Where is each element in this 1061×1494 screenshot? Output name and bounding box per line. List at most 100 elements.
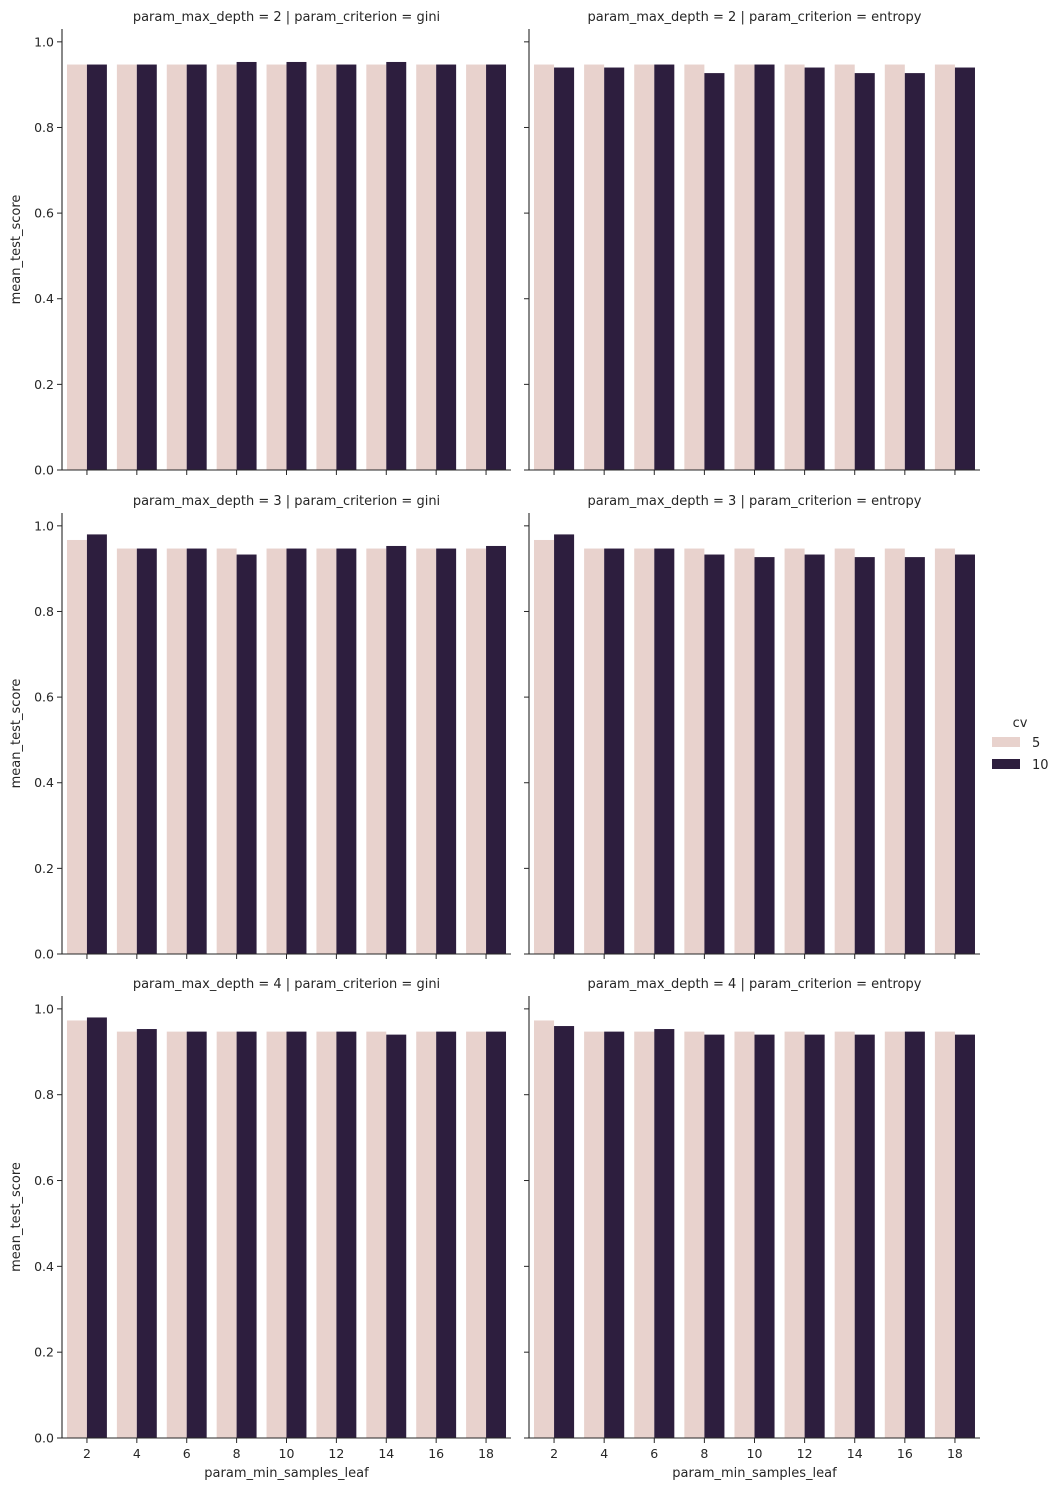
bar-facet6-cv5-4: [584, 1031, 605, 1438]
bar-facet5-cv5-12: [316, 1031, 337, 1438]
y-tick-label: 1.0: [34, 518, 54, 533]
x-tick-label: 6: [650, 1446, 658, 1461]
bar-facet2-cv10-10: [754, 64, 775, 470]
bar-facet5-cv5-8: [216, 1031, 237, 1438]
bar-facet2-cv5-18: [934, 64, 955, 470]
bar-facet1-cv5-2: [66, 64, 87, 470]
legend-swatch-cv5: [992, 737, 1020, 747]
bar-facet1-cv10-16: [436, 64, 457, 470]
bar-facet6-cv10-6: [654, 1029, 675, 1438]
bar-facet4-cv5-16: [884, 548, 905, 954]
bar-facet1-cv10-10: [286, 61, 307, 470]
bar-facet2-cv5-2: [534, 64, 555, 470]
bar-facet1-cv5-12: [316, 64, 337, 470]
bar-facet6-cv10-2: [554, 1026, 575, 1438]
y-tick-label: 0.0: [34, 947, 54, 962]
legend-swatch-cv10: [992, 759, 1020, 769]
y-tick-label: 0.4: [34, 291, 54, 306]
bar-facet5-cv10-14: [386, 1034, 407, 1438]
y-tick-label: 0.8: [34, 604, 54, 619]
y-tick-label: 1.0: [34, 1001, 54, 1016]
bar-facet1-cv5-4: [116, 64, 137, 470]
bar-facet4-cv5-14: [834, 548, 855, 954]
bar-facet1-cv5-16: [416, 64, 437, 470]
y-tick-label: 0.0: [34, 463, 54, 478]
bar-facet2-cv5-4: [584, 64, 605, 470]
bar-facet1-cv5-6: [166, 64, 187, 470]
bar-facet3-cv5-10: [266, 548, 287, 954]
bar-facet4-cv10-8: [704, 554, 725, 954]
bar-facet3-cv10-14: [386, 545, 407, 954]
bar-facet6-cv10-12: [804, 1034, 825, 1438]
x-axis-label: param_min_samples_leaf: [672, 1466, 837, 1481]
bar-facet1-cv10-14: [386, 61, 407, 470]
bar-facet6-cv10-10: [754, 1034, 775, 1438]
bar-facet1-cv10-2: [86, 64, 107, 470]
bar-facet5-cv10-2: [86, 1017, 107, 1438]
y-tick-label: 0.6: [34, 1173, 54, 1188]
bar-facet2-cv10-16: [904, 73, 925, 470]
facet-title-3: param_max_depth = 3 | param_criterion = …: [133, 494, 440, 509]
bar-facet4-cv10-14: [854, 557, 875, 954]
bar-facet2-cv10-12: [804, 67, 825, 470]
bar-facet2-cv5-8: [684, 64, 705, 470]
bar-facet2-cv5-16: [884, 64, 905, 470]
bar-facet2-cv5-14: [834, 64, 855, 470]
bar-facet1-cv10-18: [486, 64, 507, 470]
bar-facet4-cv5-12: [784, 548, 805, 954]
bar-facet1-cv10-6: [186, 64, 207, 470]
bar-facet1-cv10-12: [336, 64, 357, 470]
x-tick-label: 2: [550, 1446, 558, 1461]
facet-title-4: param_max_depth = 3 | param_criterion = …: [588, 494, 922, 509]
bar-facet4-cv10-10: [754, 557, 775, 954]
bar-facet3-cv5-14: [366, 548, 387, 954]
bar-facet5-cv5-4: [116, 1031, 137, 1438]
bar-facet3-cv5-8: [216, 548, 237, 954]
legend-label-cv10: 10: [1032, 758, 1049, 773]
bar-facet1-cv10-4: [136, 64, 157, 470]
bar-facet4-cv10-16: [904, 557, 925, 954]
y-tick-label: 0.6: [34, 690, 54, 705]
bar-facet5-cv10-12: [336, 1031, 357, 1438]
bar-facet3-cv10-18: [486, 545, 507, 954]
bar-facet6-cv5-8: [684, 1031, 705, 1438]
bar-facet6-cv10-16: [904, 1031, 925, 1438]
bar-facet3-cv10-10: [286, 548, 307, 954]
bar-facet4-cv10-12: [804, 554, 825, 954]
x-tick-label: 14: [378, 1446, 394, 1461]
bar-facet4-cv5-18: [934, 548, 955, 954]
bar-facet2-cv10-14: [854, 73, 875, 470]
bar-facet3-cv5-2: [66, 539, 87, 954]
bar-facet3-cv5-18: [466, 548, 487, 954]
bar-facet5-cv10-8: [236, 1031, 257, 1438]
facet-title-1: param_max_depth = 2 | param_criterion = …: [133, 10, 440, 25]
bar-facet5-cv5-10: [266, 1031, 287, 1438]
bar-facet4-cv10-6: [654, 548, 675, 954]
bar-facet4-cv5-4: [584, 548, 605, 954]
bar-facet2-cv10-2: [554, 67, 575, 470]
bar-facet1-cv5-8: [216, 64, 237, 470]
bar-facet6-cv5-18: [934, 1031, 955, 1438]
x-tick-label: 12: [797, 1446, 813, 1461]
bar-facet1-cv10-8: [236, 61, 257, 470]
x-tick-label: 2: [83, 1446, 91, 1461]
bar-facet2-cv10-6: [654, 64, 675, 470]
x-tick-label: 10: [747, 1446, 763, 1461]
y-tick-label: 1.0: [34, 34, 54, 49]
x-tick-label: 16: [897, 1446, 913, 1461]
bar-facet3-cv10-12: [336, 548, 357, 954]
bar-facet5-cv10-10: [286, 1031, 307, 1438]
bar-facet2-cv5-6: [634, 64, 655, 470]
bar-facet5-cv10-4: [136, 1029, 157, 1438]
y-axis-label: mean_test_score: [9, 195, 24, 305]
bar-facet3-cv10-2: [86, 534, 107, 954]
x-tick-label: 18: [947, 1446, 963, 1461]
x-tick-label: 6: [183, 1446, 191, 1461]
bar-facet3-cv5-12: [316, 548, 337, 954]
bar-facet6-cv5-10: [734, 1031, 755, 1438]
bar-facet2-cv10-4: [604, 67, 625, 470]
bar-facet3-cv10-6: [186, 548, 207, 954]
x-tick-label: 10: [279, 1446, 295, 1461]
bar-facet1-cv5-10: [266, 64, 287, 470]
bar-facet4-cv5-2: [534, 539, 555, 954]
